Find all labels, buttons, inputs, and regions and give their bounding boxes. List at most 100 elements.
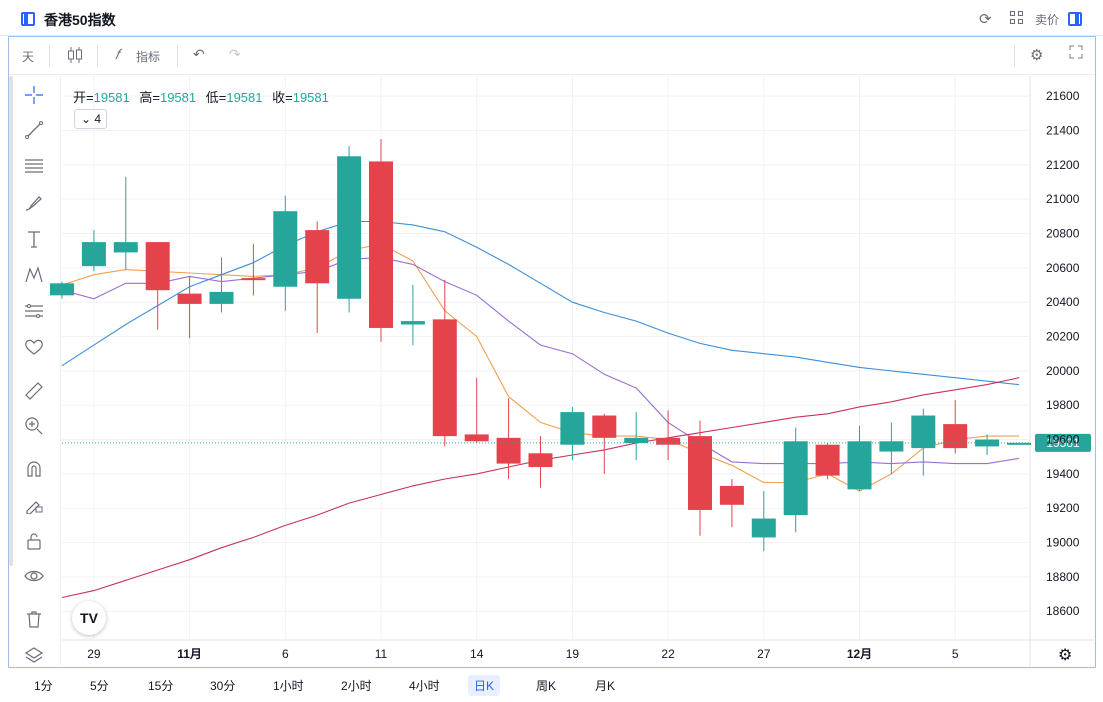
sidebar-scrollbar[interactable]: [9, 76, 13, 566]
candle-body: [783, 441, 808, 516]
trend-line-icon[interactable]: [23, 120, 45, 142]
ruler-icon[interactable]: [23, 381, 45, 403]
timeframe-option[interactable]: 1小时: [273, 679, 304, 693]
fib-lines-icon[interactable]: [23, 156, 45, 178]
timeframe-option[interactable]: 15分: [148, 679, 174, 693]
function-icon: 𝑓: [115, 46, 120, 62]
candle-body: [241, 278, 266, 281]
redo-icon[interactable]: ↷: [229, 46, 241, 62]
timeframe-option[interactable]: 4小时: [409, 679, 440, 693]
layout-grid-icon[interactable]: [1010, 11, 1024, 25]
candle-type-icon[interactable]: [67, 45, 83, 68]
panel-toggle-left-icon[interactable]: [21, 12, 35, 26]
candle-body: [305, 230, 330, 284]
timeframe-option[interactable]: 2小时: [341, 679, 372, 693]
chevron-down-icon: ⌄: [81, 112, 92, 126]
low-label: 低=: [205, 90, 227, 105]
candle-body: [847, 441, 872, 490]
candle-body: [113, 242, 138, 253]
prediction-icon[interactable]: [23, 301, 45, 323]
timeframe-option[interactable]: 月K: [595, 679, 616, 693]
undo-icon[interactable]: ↶: [193, 46, 205, 62]
toolbar-divider: [49, 45, 50, 67]
candle-body: [879, 441, 904, 452]
candle-body: [592, 415, 617, 438]
price-axis: 18600 18800 19000 19200 19400 19600 19800 20000…: [1046, 89, 1080, 618]
crosshair-icon[interactable]: [23, 85, 45, 107]
lock-drawing-icon[interactable]: [23, 494, 45, 516]
sell-price-toggle[interactable]: 卖价: [1035, 13, 1060, 27]
zoom-in-icon[interactable]: [23, 416, 45, 438]
chart-grid: [62, 76, 1094, 667]
fullscreen-icon[interactable]: [1069, 45, 1083, 62]
candle-body: [81, 242, 106, 267]
price-tick-label: 18800: [1046, 570, 1080, 584]
brush-icon[interactable]: [23, 193, 45, 215]
last-price-badge: [1035, 433, 1091, 452]
time-tick-label: 11: [375, 647, 388, 661]
candle-body: [624, 437, 649, 443]
title-bar: 香港50指数 ⟳ 卖价: [0, 0, 1103, 36]
candle-body: [719, 485, 744, 505]
price-tick-label: 20200: [1046, 330, 1080, 344]
moving-average-line: [61, 220, 1020, 386]
open-value: 19581: [93, 90, 130, 105]
time-tick-label: 29: [87, 647, 101, 661]
tradingview-logo[interactable]: TV: [72, 601, 106, 635]
refresh-icon[interactable]: ⟳: [979, 11, 992, 28]
axis-settings-icon[interactable]: ⚙: [1058, 647, 1072, 664]
time-tick-label: 6: [282, 647, 289, 661]
candle-body: [528, 453, 553, 468]
unlock-icon[interactable]: [23, 531, 45, 553]
candlesticks: [50, 139, 1031, 552]
candle-body: [496, 437, 521, 464]
time-tick-label: 5: [952, 647, 959, 661]
candle-body: [432, 319, 457, 437]
close-value: 19581: [292, 90, 329, 105]
indicators-button[interactable]: 指标: [136, 50, 161, 64]
timeframe-option[interactable]: 5分: [90, 679, 109, 693]
panel-toggle-right-icon[interactable]: [1068, 12, 1082, 26]
price-tick-label: 19200: [1046, 501, 1080, 515]
magnet-icon[interactable]: [23, 459, 45, 481]
price-tick-label: 18600: [1046, 604, 1080, 618]
heart-icon[interactable]: [23, 337, 45, 359]
timeframe-option[interactable]: 30分: [210, 679, 236, 693]
candle-body: [815, 444, 840, 476]
candle-body: [464, 434, 489, 442]
moving-average-lines: [61, 220, 1020, 599]
toolbar-divider: [177, 45, 178, 67]
candle-body: [688, 436, 712, 510]
last-price-label: 19581: [1046, 436, 1080, 450]
price-tick-label: 20800: [1046, 227, 1080, 241]
candle-body: [50, 283, 74, 296]
settings-icon[interactable]: ⚙: [1030, 47, 1044, 64]
time-tick-label: 14: [470, 647, 484, 661]
high-label: 高=: [139, 90, 160, 105]
text-tool-icon[interactable]: [23, 229, 45, 251]
open-label: 开=: [73, 90, 94, 105]
price-tick-label: 19400: [1046, 467, 1080, 481]
high-value: 19581: [159, 90, 197, 105]
last-price-line: 19581: [62, 433, 1091, 452]
drawing-toolbar: [9, 76, 61, 666]
indicator-count: 4: [94, 112, 102, 126]
candle-body: [751, 518, 776, 538]
trash-icon[interactable]: [23, 609, 45, 631]
pattern-icon[interactable]: [23, 265, 45, 287]
price-tick-label: 21600: [1046, 89, 1080, 103]
interval-selector[interactable]: 天: [22, 50, 35, 64]
indicator-collapse-button[interactable]: ⌄ 4: [74, 109, 107, 129]
moving-average-line: [61, 257, 1020, 465]
timeframe-option[interactable]: 1分: [34, 679, 53, 693]
price-tick-label: 19000: [1046, 536, 1080, 550]
layers-icon[interactable]: [23, 646, 45, 668]
timeframe-option[interactable]: 日K: [468, 675, 501, 696]
candle-body: [369, 161, 393, 328]
timeframe-option[interactable]: 周K: [536, 679, 557, 693]
candle-body: [943, 424, 968, 449]
eye-icon[interactable]: [23, 566, 45, 588]
candle-body: [209, 291, 234, 304]
candle-body: [560, 412, 585, 445]
